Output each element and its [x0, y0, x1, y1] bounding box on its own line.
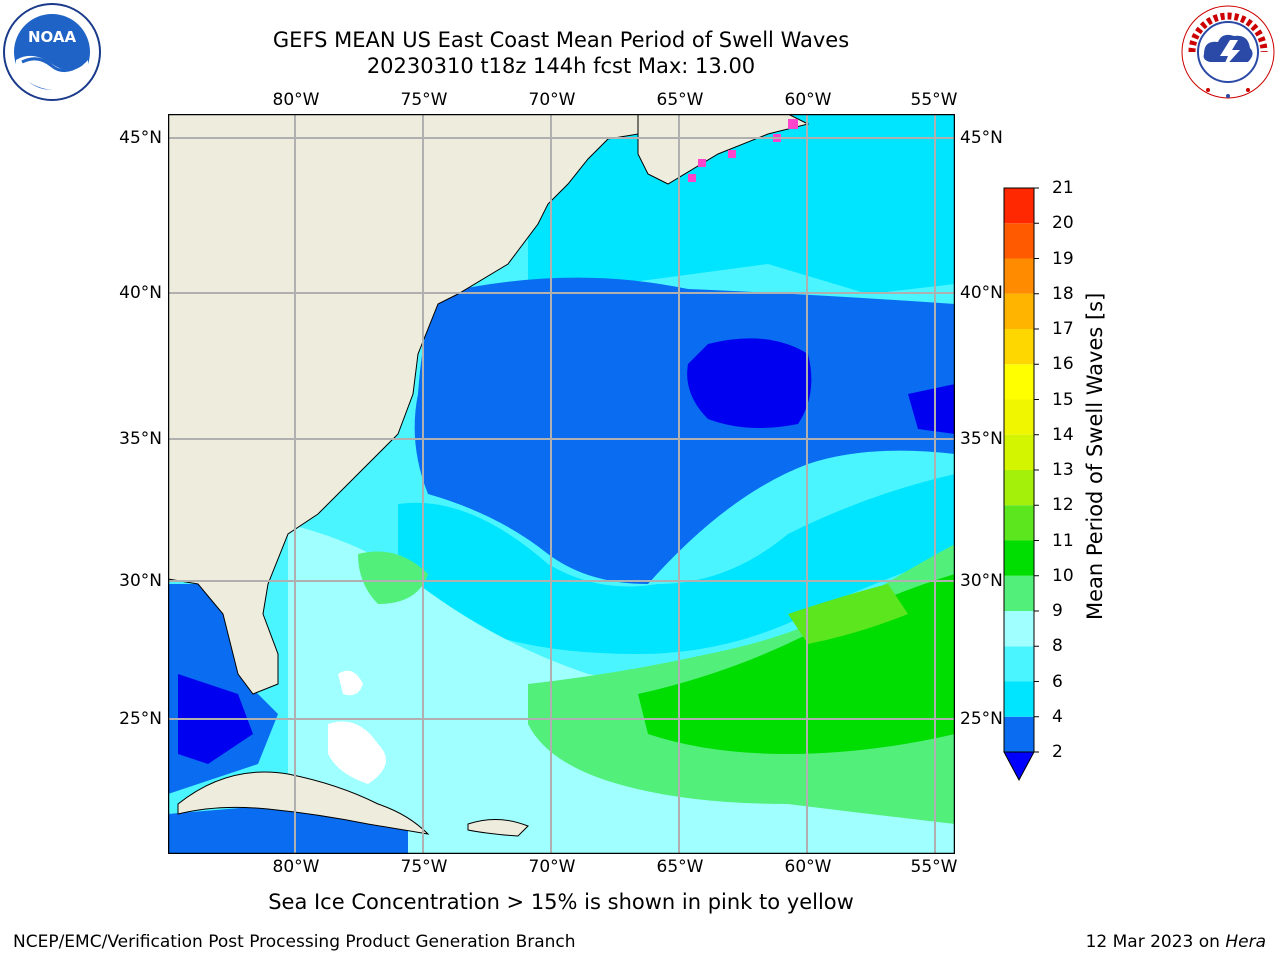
colorbar-tick-label: 16	[1052, 354, 1074, 375]
lat-label-left-40n: 40°N	[119, 283, 162, 303]
graticule	[168, 114, 955, 854]
lon-label-top-70w: 70°W	[528, 90, 576, 110]
lat-label-right-40n: 40°N	[960, 283, 1003, 303]
colorbar-segment	[1004, 329, 1034, 365]
colorbar-tick-label: 20	[1052, 213, 1074, 234]
lat-label-left-25n: 25°N	[119, 709, 162, 729]
land-north-america	[168, 114, 639, 695]
colorbar-tick-label: 18	[1052, 283, 1074, 304]
nws-logo	[1181, 5, 1275, 99]
colorbar-segment	[1004, 470, 1034, 506]
lat-label-left-45n: 45°N	[119, 128, 162, 148]
sea-ice-3	[728, 150, 736, 158]
land-cuba	[177, 771, 430, 835]
swell-deep-core	[687, 338, 812, 428]
lon-label-top-80w: 80°W	[272, 90, 320, 110]
colorbar-extend-triangle	[1003, 751, 1035, 782]
colorbar-segment	[1004, 505, 1034, 541]
colorbar-tick-label: 19	[1052, 248, 1074, 269]
colorbar-tick-label: 10	[1052, 565, 1074, 586]
lat-label-right-30n: 30°N	[960, 571, 1003, 591]
colorbar-tick-label: 2	[1052, 742, 1063, 762]
lat-label-left-30n: 30°N	[119, 571, 162, 591]
lon-label-top-60w: 60°W	[784, 90, 832, 110]
credit-right: 12 Mar 2023 on Hera	[1086, 932, 1266, 952]
colorbar-title: Mean Period of Swell Waves [s]	[1083, 292, 1107, 620]
colorbar-segment	[1004, 399, 1034, 435]
noaa-logo: NOAA	[3, 3, 101, 101]
colorbar-tick-label: 6	[1052, 671, 1063, 692]
sea-ice-1	[688, 174, 696, 182]
colorbar-tick-label: 15	[1052, 389, 1074, 410]
colorbar-tick-label: 12	[1052, 495, 1074, 516]
colorbar-segment	[1004, 540, 1034, 576]
bahamas-nodata-north	[338, 670, 363, 696]
colorbar-segment	[1004, 258, 1034, 294]
chart-subtitle: 20230310 t18z 144h fcst Max: 13.00	[366, 54, 756, 78]
colorbar-segment	[1004, 611, 1034, 647]
lon-label-bottom-70w: 70°W	[528, 857, 576, 877]
colorbar	[1003, 187, 1039, 782]
colorbar-tick-label: 21	[1052, 178, 1074, 198]
lat-label-right-45n: 45°N	[960, 128, 1003, 148]
lat-label-right-25n: 25°N	[960, 709, 1003, 729]
colorbar-segment	[1004, 434, 1034, 470]
sea-ice-4	[788, 119, 798, 129]
land-nova-scotia	[637, 114, 810, 185]
swell-cyan-north	[528, 114, 955, 304]
lon-label-bottom-55w: 55°W	[910, 857, 958, 877]
colorbar-tick-label: 8	[1052, 636, 1063, 657]
chart-title: GEFS MEAN US East Coast Mean Period of S…	[272, 28, 850, 52]
land-hispaniola	[467, 819, 529, 837]
colorbar-segment	[1004, 716, 1034, 752]
colorbar-segment	[1004, 188, 1034, 224]
swell-green-patch	[358, 551, 428, 604]
colorbar-tick-label: 4	[1052, 706, 1063, 727]
swell-yellowgreen	[788, 584, 908, 644]
lat-label-right-35n: 35°N	[960, 429, 1003, 449]
lon-label-top-55w: 55°W	[910, 90, 958, 110]
noaa-logo-text: NOAA	[28, 28, 77, 46]
credit-host: Hera	[1225, 932, 1266, 952]
lat-label-left-35n: 35°N	[119, 429, 162, 449]
colorbar-tick-label: 13	[1052, 460, 1074, 480]
colorbar-segment	[1004, 223, 1034, 259]
sea-ice-note: Sea Ice Concentration > 15% is shown in …	[268, 890, 854, 914]
credit-left: NCEP/EMC/Verification Post Processing Pr…	[13, 932, 576, 952]
colorbar-tick-label: 14	[1052, 424, 1074, 445]
colorbar-segment	[1004, 575, 1034, 611]
sea-ice-2	[698, 159, 706, 167]
swell-blue-central	[414, 277, 955, 584]
colorbar-tick-label: 9	[1052, 601, 1063, 621]
lon-label-bottom-60w: 60°W	[784, 857, 832, 877]
credit-date: 12 Mar 2023 on	[1085, 932, 1226, 952]
map	[168, 114, 955, 854]
lon-label-top-65w: 65°W	[656, 90, 704, 110]
bahamas-nodata	[328, 721, 386, 784]
lon-label-top-75w: 75°W	[400, 90, 448, 110]
lon-label-bottom-65w: 65°W	[656, 857, 704, 877]
colorbar-tick-label: 17	[1052, 319, 1074, 339]
lon-label-bottom-80w: 80°W	[272, 857, 320, 877]
colorbar-segment	[1004, 681, 1034, 717]
colorbar-segment	[1004, 293, 1034, 329]
colorbar-segment	[1004, 646, 1034, 682]
colorbar-tick-label: 11	[1052, 530, 1074, 551]
colorbar-segment	[1004, 364, 1034, 400]
lon-label-bottom-75w: 75°W	[400, 857, 448, 877]
swell-deep-east	[908, 384, 955, 434]
